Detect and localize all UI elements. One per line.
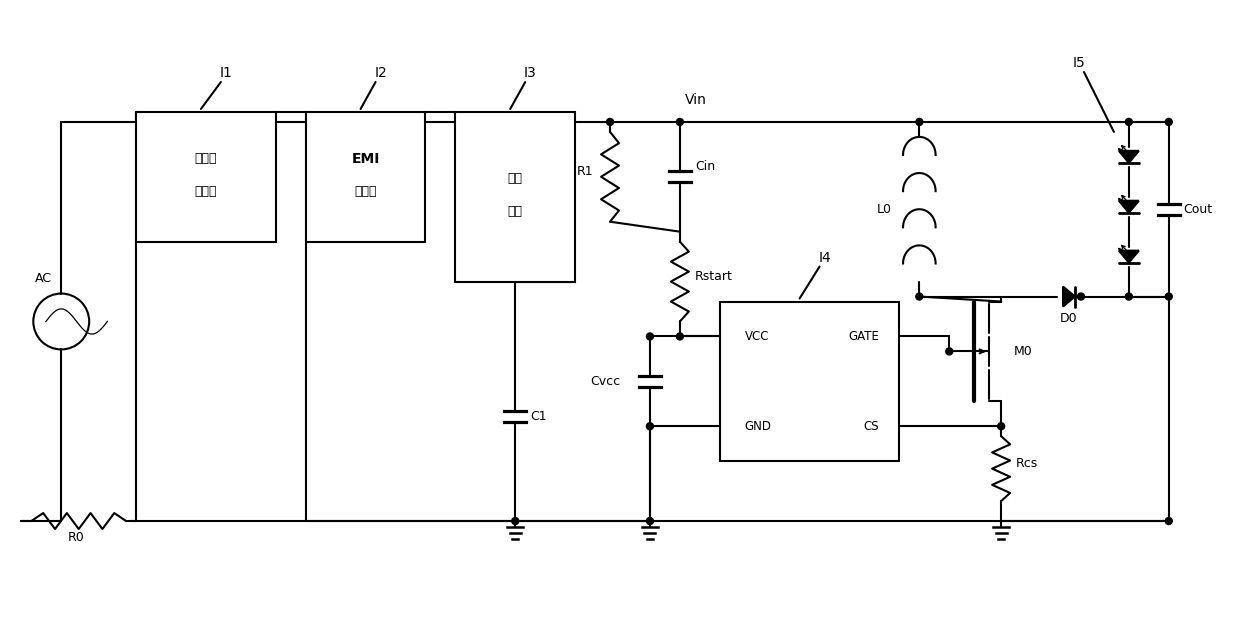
- Circle shape: [646, 333, 653, 340]
- Text: 调光器: 调光器: [195, 185, 217, 198]
- Circle shape: [1126, 293, 1132, 300]
- Circle shape: [946, 348, 952, 355]
- Polygon shape: [1118, 250, 1138, 263]
- Text: EMI: EMI: [351, 152, 379, 166]
- Text: 整流: 整流: [507, 173, 523, 185]
- Text: L0: L0: [877, 202, 892, 216]
- Polygon shape: [1118, 201, 1138, 212]
- Circle shape: [1126, 118, 1132, 125]
- Text: I1: I1: [219, 66, 232, 80]
- Circle shape: [998, 423, 1004, 430]
- Text: CS: CS: [864, 420, 879, 433]
- Circle shape: [1166, 118, 1172, 125]
- Text: R0: R0: [68, 531, 84, 544]
- Text: Cin: Cin: [694, 160, 715, 173]
- Circle shape: [916, 118, 923, 125]
- Bar: [136, 112, 275, 242]
- Polygon shape: [1118, 151, 1138, 163]
- Circle shape: [676, 118, 683, 125]
- Text: I3: I3: [523, 66, 537, 80]
- Circle shape: [1166, 293, 1172, 300]
- Circle shape: [916, 293, 923, 300]
- Text: I5: I5: [1073, 56, 1085, 70]
- Text: 桥堆: 桥堆: [507, 205, 523, 218]
- Text: GATE: GATE: [848, 330, 879, 343]
- Text: M0: M0: [1014, 345, 1033, 358]
- Bar: [719, 302, 899, 461]
- Text: 可控硅: 可控硅: [195, 153, 217, 165]
- Text: AC: AC: [35, 272, 52, 285]
- Text: Cvcc: Cvcc: [590, 375, 620, 388]
- Circle shape: [646, 423, 653, 430]
- Text: D0: D0: [1060, 312, 1078, 325]
- Text: GND: GND: [745, 420, 771, 433]
- Text: I4: I4: [818, 250, 831, 265]
- Circle shape: [676, 333, 683, 340]
- Bar: [306, 112, 425, 242]
- Polygon shape: [1063, 287, 1075, 307]
- Circle shape: [646, 518, 653, 525]
- Text: 滤波器: 滤波器: [355, 185, 377, 198]
- Circle shape: [1078, 293, 1085, 300]
- Text: C1: C1: [531, 410, 547, 423]
- Text: R1: R1: [577, 165, 594, 178]
- Text: Cout: Cout: [1184, 202, 1213, 216]
- Text: VCC: VCC: [745, 330, 769, 343]
- Text: Rcs: Rcs: [1016, 457, 1038, 470]
- Text: I2: I2: [374, 66, 387, 80]
- Circle shape: [606, 118, 614, 125]
- Bar: [455, 112, 575, 282]
- Circle shape: [512, 518, 518, 525]
- Text: Vin: Vin: [684, 93, 707, 107]
- Text: Rstart: Rstart: [694, 270, 733, 283]
- Circle shape: [1166, 518, 1172, 525]
